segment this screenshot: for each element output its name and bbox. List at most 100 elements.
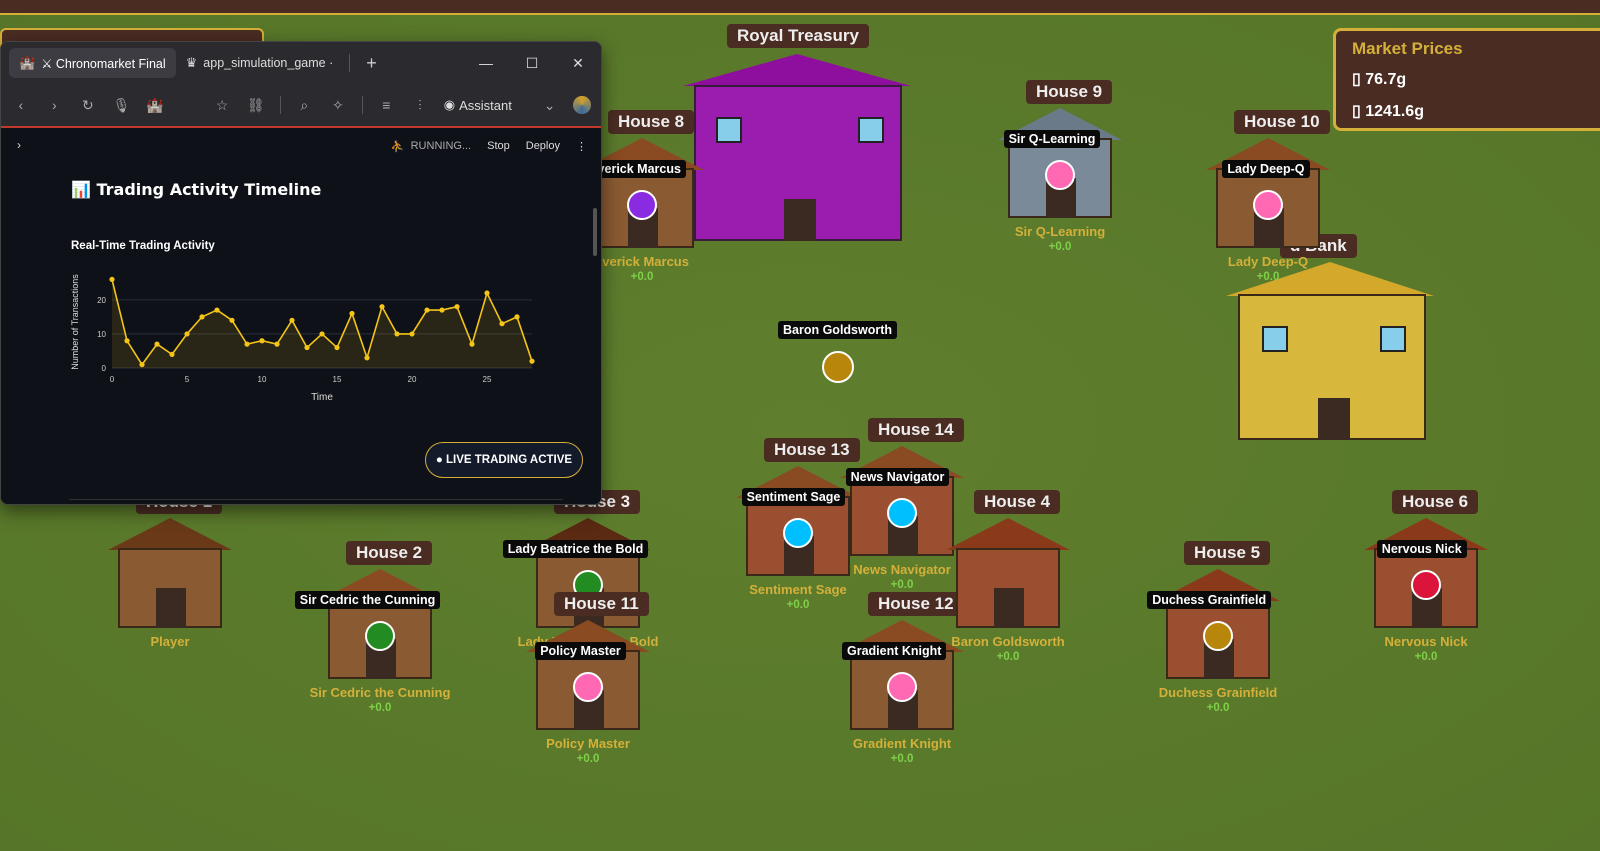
data-point [244,341,250,347]
owner-name: Sir Q-Learning [1014,224,1106,239]
owner-tag: Gradient Knight [842,642,947,660]
owner-name: Policy Master [546,736,630,751]
y-tick-label: 0 [102,364,107,373]
sidebar-toggle-icon[interactable]: › [17,138,21,152]
owner-name: Sentiment Sage [749,582,847,597]
owner-tag: Lady Deep-Q [1222,160,1310,178]
house-label: House 2 [346,541,433,565]
roof-icon [108,518,232,550]
new-tab-button[interactable]: + [366,52,377,73]
x-tick-label: 5 [185,375,190,384]
stop-button[interactable]: Stop [487,140,510,152]
owner-avatar[interactable] [1411,570,1441,600]
back-icon[interactable]: ‹ [18,97,24,113]
door-icon [784,199,816,241]
data-point [259,338,265,344]
extension-icon[interactable]: ✧ [331,96,344,113]
owner-avatar[interactable] [783,518,813,548]
owner-avatar[interactable] [1203,621,1233,651]
divider [69,499,563,500]
assistant-button[interactable]: ◉ Assistant [444,97,512,113]
data-point [319,331,325,337]
owner-name: Nervous Nick [1384,634,1468,649]
scrollbar[interactable] [593,208,597,256]
more-menu-icon[interactable]: ⋮ [576,140,587,153]
house-label: House 5 [1184,541,1271,565]
menu-lines-icon[interactable]: ≡ [382,97,391,113]
data-point [364,355,370,361]
owner-tag: Sir Q-Learning [1003,130,1101,148]
owner-name: Sir Cedric the Cunning [309,685,451,700]
browser-window[interactable]: 🏰 ⚔ Chronomarket Final ♛ app_simulation_… [0,41,602,505]
royal-treasury-label: Royal Treasury [727,24,869,48]
y-axis-label: Number of Transactions [70,274,80,370]
owner-tag: Policy Master [535,642,626,660]
app-header: › ⛹ RUNNING... Stop Deploy ⋮ [1,128,601,164]
deploy-button[interactable]: Deploy [525,140,560,152]
house-label: House 10 [1234,110,1330,134]
owner-tag: averick Marcus [585,160,686,178]
forward-icon[interactable]: › [52,97,57,113]
owner-delta: +0.0 [996,651,1020,663]
data-point [229,317,235,323]
tab-app-simulation[interactable]: ♛ app_simulation_game · [176,48,344,78]
owner-tag: Sir Cedric the Cunning [294,591,441,609]
owner-name: Gradient Knight [852,736,952,751]
chart-title: Real-Time Trading Activity [71,240,215,252]
tab-chronomarket[interactable]: 🏰 ⚔ Chronomarket Final [9,48,176,78]
trading-chart[interactable]: 0 10 20 0 5 10 15 20 25 Time Number of Transaction… [61,268,541,418]
reload-icon[interactable]: ↻ [82,96,94,113]
data-point [169,351,175,357]
star-icon[interactable]: ☆ [215,96,229,113]
door-icon [994,588,1024,628]
house-label: House 11 [554,592,649,616]
profile-avatar[interactable] [573,96,591,114]
owner-delta: +0.0 [1256,271,1280,283]
microphone-icon[interactable]: 🎙 [112,96,131,113]
close-icon[interactable]: ✕ [572,54,584,71]
zoom-icon[interactable]: ⌕ [300,96,309,113]
owner-delta: +0.0 [630,271,654,283]
owner-avatar[interactable] [1045,160,1075,190]
house-wall [956,548,1060,628]
data-point [454,304,460,310]
running-icon: ⛹ [390,140,405,153]
live-trading-button[interactable]: ● LIVE TRADING ACTIVE [425,442,583,478]
assistant-label: Assistant [459,97,512,113]
data-point [349,310,355,317]
data-point [274,341,280,347]
wanderer-tag: Baron Goldsworth [778,321,898,339]
market-price-1: ▯ 76.7g [1352,71,1407,88]
data-point [379,304,385,310]
tab-bar: 🏰 ⚔ Chronomarket Final ♛ app_simulation_… [1,42,601,84]
toolbar-separator [361,96,363,114]
tab-title: app_simulation_game · [203,56,334,70]
chevron-down-icon[interactable]: ⌄ [543,96,556,113]
data-point [214,307,220,313]
wanderer-avatar[interactable] [822,351,854,383]
owner-name: Player [150,634,190,649]
minimize-icon[interactable]: — [479,55,493,71]
link-icon[interactable]: ⛓ [246,96,265,113]
owner-avatar[interactable] [887,672,917,702]
house-wall [1166,599,1270,679]
x-tick-label: 20 [408,375,417,384]
data-point [109,276,115,283]
owner-avatar[interactable] [887,498,917,528]
audio-icon[interactable]: ⫶ [418,96,422,113]
house-label: House 9 [1026,80,1113,104]
data-point [199,314,205,320]
owner-tag: Nervous Nick [1376,540,1467,558]
owner-name: News Navigator [853,562,951,577]
x-tick-label: 10 [258,375,267,384]
treasury-wall [694,85,902,241]
maximize-icon[interactable]: ☐ [525,54,539,71]
owner-avatar[interactable] [573,672,603,702]
y-tick-label: 20 [97,296,106,305]
owner-avatar[interactable] [365,621,395,651]
window-icon [858,117,884,143]
roof-icon [946,518,1070,550]
owner-avatar[interactable] [1253,190,1283,220]
owner-name: averick Marcus [595,254,689,269]
owner-avatar[interactable] [627,190,657,220]
